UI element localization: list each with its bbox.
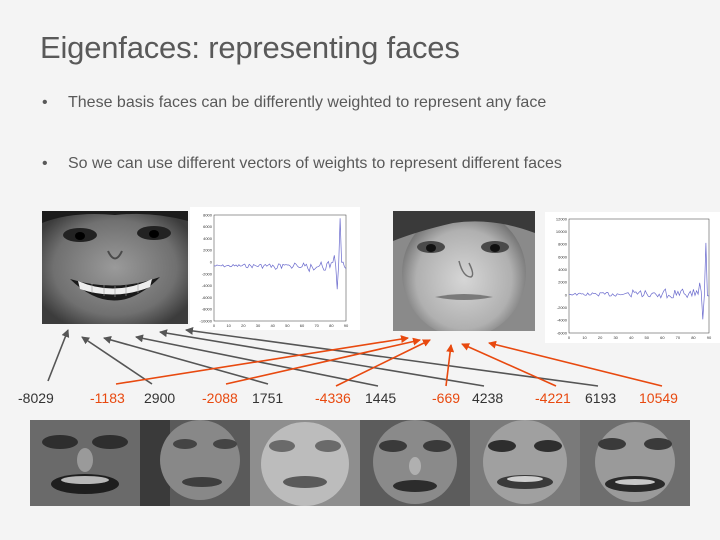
plot-x-tick-label: 20 [241, 323, 246, 328]
plot-y-tick-label: -4000 [202, 283, 213, 288]
plot-y-tick-label: -10000 [200, 318, 213, 323]
bullet-item: • So we can use different vectors of wei… [42, 153, 562, 175]
plot-x-tick-label: 60 [660, 335, 665, 340]
weight-face2: -4336 [315, 390, 351, 406]
arrow-red [335, 339, 431, 387]
bullet-text: So we can use different vectors of weigh… [68, 155, 562, 172]
weight-face1: 1445 [365, 390, 397, 406]
weight-face1: 1751 [252, 390, 284, 406]
plot-y-tick-label: 12000 [556, 216, 568, 221]
weight-row: -8029 -1183 2900 -2088 1751 -4336 1445 -… [0, 389, 720, 409]
plot-y-tick-label: 4000 [203, 236, 213, 241]
plot-x-tick-label: 30 [256, 323, 261, 328]
eigenface-image [470, 420, 580, 506]
plot-x-tick-label: 70 [314, 323, 319, 328]
plot-x-tick-label: 50 [285, 323, 290, 328]
weight-face2: -1183 [90, 390, 125, 406]
arrow-red [445, 344, 455, 387]
bullet-marker: • [42, 94, 48, 111]
weight-face1: 6193 [585, 390, 617, 406]
plot-x-tick-label: 90 [707, 335, 712, 340]
plot-y-tick-label: 2000 [203, 248, 213, 253]
plot-x-tick-label: 0 [213, 323, 216, 328]
plot-x-tick-label: 30 [613, 335, 618, 340]
plot-y-tick-label: 2000 [558, 280, 568, 285]
face-photo-smiling [42, 211, 188, 324]
plot-y-tick-label: 6000 [203, 224, 213, 229]
bullet-item: • These basis faces can be differently w… [42, 92, 562, 114]
arrow-gray [135, 334, 379, 387]
face1-weight-plot: 8000 6000 4000 2000 0 -2000 -4000 -6000 -8000 -10… [190, 207, 360, 330]
plot-y-tick-label: 6000 [558, 254, 568, 259]
plot-x-tick-label: 70 [676, 335, 681, 340]
plot-y-tick-label: 10000 [556, 229, 568, 234]
eigenface-image [580, 420, 690, 506]
plot-y-tick-label: 8000 [203, 212, 213, 217]
eigenface-image [360, 420, 470, 506]
weight-face1: 4238 [472, 390, 504, 406]
arrow-red [461, 343, 557, 387]
plot-x-tick-label: 80 [329, 323, 334, 328]
plot-x-tick-label: 0 [568, 335, 571, 340]
plot-x-tick-label: 80 [691, 335, 696, 340]
arrow-red [488, 340, 663, 387]
bullet-list: • These basis faces can be differently w… [42, 92, 562, 175]
plot-y-tick-label: -6000 [202, 295, 213, 300]
eigenface-image [250, 420, 360, 506]
eigenface-image [30, 420, 140, 506]
face-photo-neutral [393, 211, 535, 331]
arrow-red [115, 335, 409, 385]
plot-x-tick-label: 10 [226, 323, 231, 328]
plot-y-tick-label: -8000 [202, 307, 213, 312]
weight-face2: -669 [432, 390, 461, 406]
plot-y-tick-label: -2000 [557, 305, 568, 310]
arrow-gray [47, 329, 70, 382]
plot-y-tick-label: 4000 [558, 267, 568, 272]
weight-face2: 10549 [639, 390, 678, 406]
plot-x-tick-label: 60 [300, 323, 305, 328]
weight-face1: 2900 [144, 390, 176, 406]
plot-y-tick-label: -2000 [202, 271, 213, 276]
arrow-red [225, 337, 421, 385]
arrow-gray [81, 336, 153, 385]
plot-x-tick-label: 40 [270, 323, 275, 328]
bullet-text: These basis faces can be differently wei… [68, 94, 547, 111]
plot-x-tick-label: 90 [344, 323, 349, 328]
slide-title: Eigenfaces: representing faces [40, 30, 460, 65]
plot-y-tick-label: -4000 [557, 318, 568, 323]
weight-face1: -8029 [18, 390, 54, 406]
eigenface-image [140, 420, 250, 506]
arrow-gray [159, 329, 485, 387]
plot-x-tick-label: 10 [582, 335, 587, 340]
plot-x-tick-label: 20 [598, 335, 603, 340]
weight-face2: -2088 [202, 390, 238, 406]
arrow-gray [185, 326, 599, 387]
plot-x-tick-label: 40 [629, 335, 634, 340]
plot-y-tick-label: 0 [565, 292, 568, 297]
plot-y-tick-label: 8000 [558, 242, 568, 247]
bullet-marker: • [42, 155, 48, 172]
plot-y-tick-label: 0 [210, 260, 213, 265]
face2-weight-plot: 12000 10000 8000 6000 4000 2000 0 -2000 -4000 -60… [545, 212, 720, 343]
plot-x-tick-label: 50 [645, 335, 650, 340]
weight-face2: -4221 [535, 390, 571, 406]
arrow-gray [103, 336, 269, 385]
plot-y-tick-label: -6000 [557, 330, 568, 335]
